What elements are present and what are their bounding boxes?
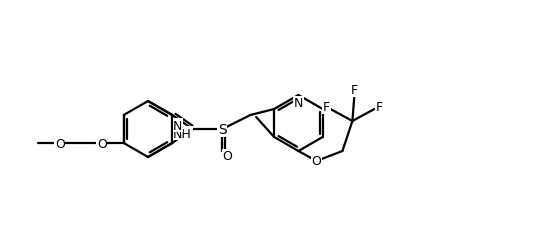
Text: F: F <box>351 84 358 97</box>
Text: NH: NH <box>173 127 192 140</box>
Text: O: O <box>97 137 107 150</box>
Text: N: N <box>173 119 183 132</box>
Text: O: O <box>311 155 321 168</box>
Text: O: O <box>222 150 232 163</box>
Text: F: F <box>376 101 383 114</box>
Text: S: S <box>218 122 227 136</box>
Text: F: F <box>323 101 330 114</box>
Text: O: O <box>55 137 65 150</box>
Text: N: N <box>294 97 303 110</box>
